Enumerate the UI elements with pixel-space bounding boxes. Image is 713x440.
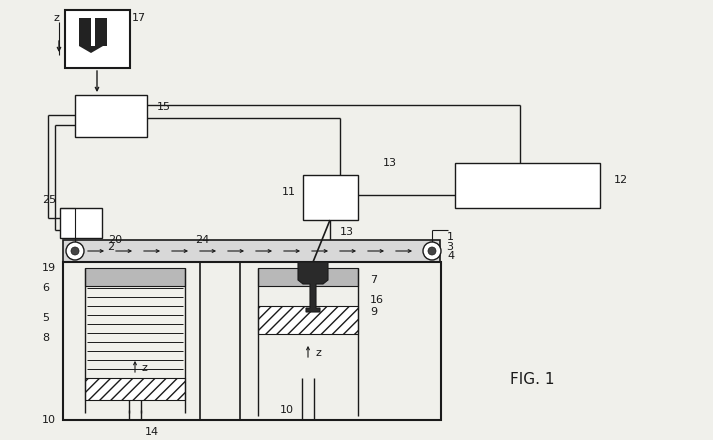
Polygon shape xyxy=(79,46,103,56)
Text: z: z xyxy=(315,348,321,358)
Text: 5: 5 xyxy=(42,313,49,323)
Text: 17: 17 xyxy=(132,13,146,23)
Text: 14: 14 xyxy=(145,427,159,437)
Bar xyxy=(65,10,130,68)
Text: z: z xyxy=(53,13,59,23)
Text: 2: 2 xyxy=(107,242,114,252)
Text: 7: 7 xyxy=(370,275,377,285)
Text: 1: 1 xyxy=(447,232,454,242)
Text: 13: 13 xyxy=(340,227,354,237)
Polygon shape xyxy=(298,262,328,312)
Text: 15: 15 xyxy=(157,102,171,112)
Text: 13: 13 xyxy=(383,158,397,168)
Bar xyxy=(258,306,358,334)
Bar xyxy=(75,95,147,137)
Bar xyxy=(303,175,358,220)
Text: 24: 24 xyxy=(195,235,209,245)
Bar xyxy=(85,378,185,400)
Bar xyxy=(79,46,107,56)
Text: 16: 16 xyxy=(370,295,384,305)
Bar xyxy=(63,240,440,262)
Circle shape xyxy=(423,242,441,260)
Bar xyxy=(258,268,358,286)
Bar xyxy=(455,163,600,208)
Text: 3: 3 xyxy=(446,242,453,252)
Text: 20: 20 xyxy=(108,235,122,245)
Text: 25: 25 xyxy=(42,195,56,205)
Bar xyxy=(63,262,441,420)
Bar xyxy=(95,18,107,56)
Bar xyxy=(60,208,102,238)
Text: z: z xyxy=(142,363,148,373)
Circle shape xyxy=(428,247,436,255)
Text: 10: 10 xyxy=(280,405,294,415)
Text: 10: 10 xyxy=(42,415,56,425)
Text: 9: 9 xyxy=(370,307,377,317)
Text: 6: 6 xyxy=(42,283,49,293)
Text: 4: 4 xyxy=(447,251,454,261)
Circle shape xyxy=(66,242,84,260)
Text: FIG. 1: FIG. 1 xyxy=(510,373,555,388)
Text: 11: 11 xyxy=(282,187,296,197)
Text: 19: 19 xyxy=(42,263,56,273)
Text: 12: 12 xyxy=(614,175,628,185)
Text: 8: 8 xyxy=(42,333,49,343)
Circle shape xyxy=(71,247,79,255)
Bar xyxy=(79,18,91,56)
Bar xyxy=(85,268,185,286)
